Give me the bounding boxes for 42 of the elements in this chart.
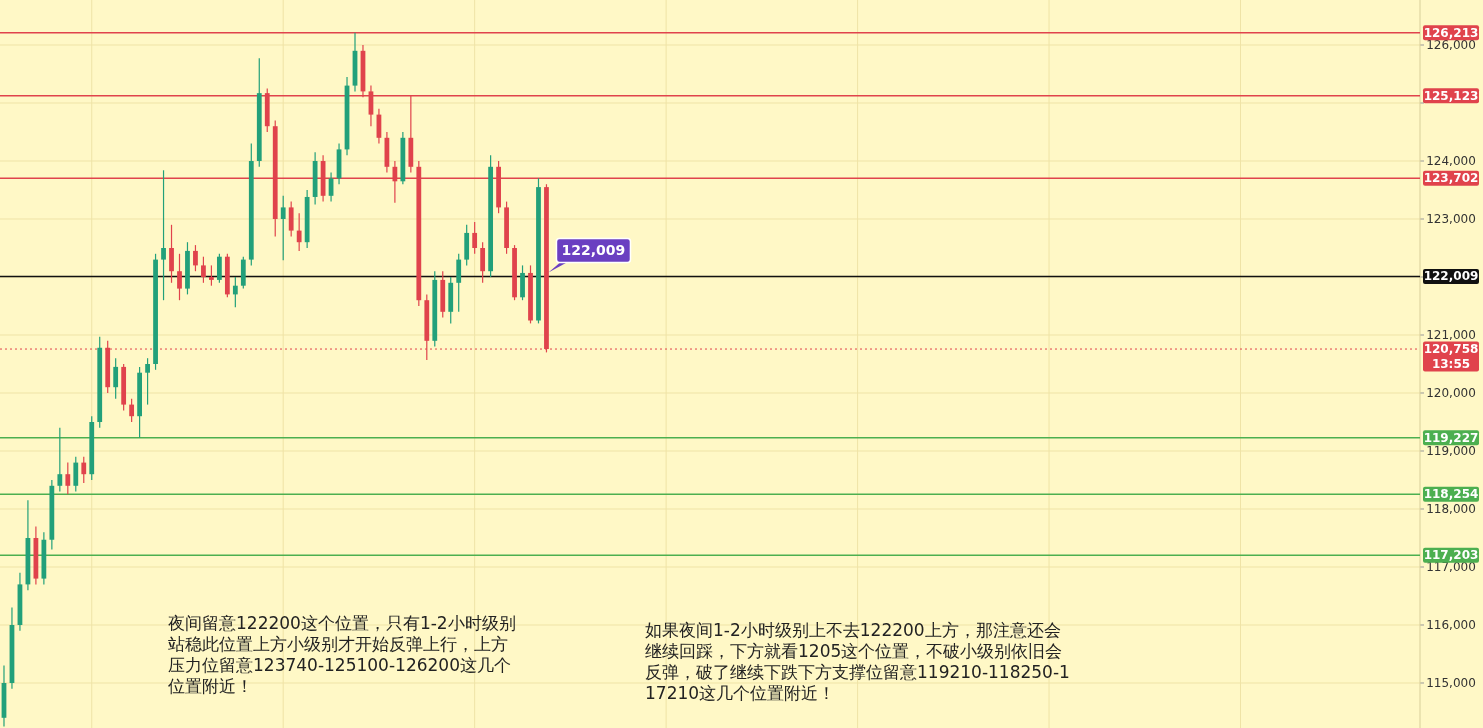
candlestick — [129, 398, 135, 423]
y-tick-label: 117,000 — [1426, 560, 1476, 574]
candlestick — [288, 201, 294, 237]
candlestick — [177, 253, 182, 301]
y-tick-label: 126,000 — [1426, 38, 1476, 53]
y-tick-label: 123,000 — [1426, 212, 1476, 226]
candlestick — [232, 276, 238, 308]
candlestick — [472, 221, 478, 255]
candlestick — [216, 253, 222, 284]
candlestick — [480, 241, 486, 284]
ref-line-label: 126,213 — [1423, 25, 1479, 40]
annotation: 如果夜间1-2小时级别上不去122200上方，那注意还会继续回踩，下方就看1205这个位置，不破小级别依旧会反弹，破了继续下跌下方支撑位留意119210-118250-117210这几个位置附近！ — [645, 620, 1070, 704]
candlestick — [296, 212, 302, 252]
y-tick-label: 118,000 — [1426, 502, 1476, 516]
ref-line-label: 123,702 — [1423, 171, 1479, 186]
ref-line-label: 120,758 13:55 — [1423, 342, 1479, 372]
y-tick-label: 115,000 — [1426, 675, 1476, 690]
candlestick — [209, 264, 214, 287]
candlestick — [456, 253, 462, 313]
y-tick-label: 119,000 — [1426, 444, 1476, 458]
candlestick — [145, 357, 150, 406]
y-tick-label: 120,000 — [1426, 386, 1476, 400]
candlestick — [73, 456, 79, 493]
candlestick — [81, 456, 87, 484]
candlestick — [161, 169, 166, 301]
candlestick — [280, 195, 286, 261]
ref-line-label: 118,254 — [1423, 487, 1479, 502]
ref-line-label: 125,123 — [1423, 88, 1479, 103]
y-tick-label: 121,000 — [1426, 328, 1476, 342]
candlestick — [57, 427, 63, 493]
ref-line-label: 117,203 — [1423, 548, 1479, 563]
candlestick — [169, 224, 174, 284]
annotation: 122,009 — [561, 242, 626, 259]
ref-line-label: 122,009 — [1423, 269, 1479, 284]
ref-line-label: 119,227 — [1423, 430, 1479, 445]
candlestick — [65, 462, 71, 495]
y-tick-label: 124,000 — [1426, 154, 1476, 168]
candlestick — [113, 357, 119, 400]
annotation: 夜间留意122200这个位置，只有1-2小时级别站稳此位置上方小级别才开始反弹上行，上方压力位留意123740-125100-126200这几个位置附近！ — [168, 613, 517, 697]
y-tick-label: 116,000 — [1426, 617, 1476, 632]
candlestick — [201, 256, 206, 284]
candlestick — [193, 244, 198, 272]
